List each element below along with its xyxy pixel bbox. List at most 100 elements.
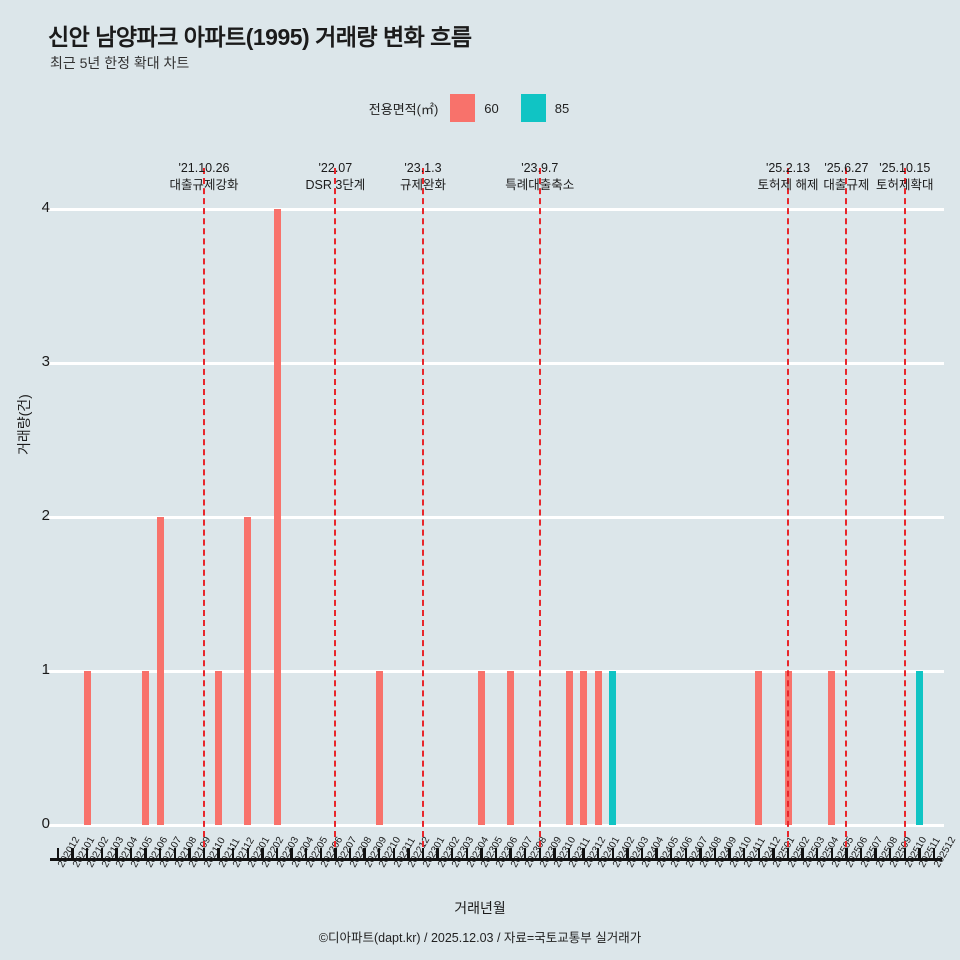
bar[interactable] — [477, 671, 485, 825]
x-tick — [859, 848, 863, 860]
x-tick — [611, 848, 615, 860]
gridline-y-3 — [48, 361, 944, 365]
bar[interactable] — [156, 517, 164, 825]
y-tick-label-2: 2 — [41, 507, 50, 524]
event-text: 대출규제강화 — [169, 178, 239, 192]
x-tick — [407, 848, 410, 860]
bar[interactable] — [609, 671, 617, 825]
legend-swatch-85 — [520, 94, 546, 122]
x-tick — [231, 848, 235, 860]
x-tick — [553, 848, 556, 860]
event-annotation: '23.1.3 규제완화 — [353, 160, 493, 194]
x-tick — [801, 848, 804, 860]
x-tick — [173, 848, 177, 860]
bar[interactable] — [594, 671, 602, 825]
bar[interactable] — [375, 671, 383, 825]
event-date: '23.9.7 — [521, 161, 559, 175]
x-tick — [815, 848, 819, 860]
bar[interactable] — [215, 671, 223, 825]
event-date: '25.6.27 — [824, 161, 869, 175]
bar[interactable] — [244, 517, 252, 825]
x-tick — [363, 848, 366, 860]
x-tick — [319, 848, 323, 860]
event-text: 토허제확대 — [876, 178, 934, 192]
event-date: '21.10.26 — [178, 161, 230, 175]
event-date: '23.1.3 — [404, 161, 442, 175]
legend-item-60[interactable]: 60 — [450, 94, 520, 122]
x-tick — [699, 848, 702, 860]
x-tick — [786, 848, 790, 860]
x-tick — [538, 848, 542, 860]
footer-credit: ©디아파트(dapt.kr) / 2025.12.03 / 자료=국토교통부 실… — [318, 931, 642, 945]
x-tick — [436, 848, 439, 860]
legend-label-85: 85 — [554, 100, 570, 116]
x-tick — [158, 848, 162, 860]
x-tick — [669, 848, 673, 860]
y-tick-label-0: 0 — [41, 815, 50, 832]
bar[interactable] — [142, 671, 150, 825]
x-tick — [509, 848, 512, 860]
bar[interactable] — [828, 671, 836, 825]
gridline-y-1 — [48, 669, 944, 673]
x-tick — [830, 848, 834, 860]
event-date: '22.07 — [318, 161, 353, 175]
y-tick-label-4: 4 — [41, 199, 50, 216]
x-tick — [421, 848, 425, 860]
event-text: 대출규제 — [823, 178, 870, 192]
x-tick — [450, 848, 454, 860]
x-tick — [261, 848, 264, 860]
x-tick — [494, 848, 498, 860]
y-tick-label-1: 1 — [41, 661, 50, 678]
x-tick — [377, 848, 381, 860]
event-annotation: '25.6.27 대출규제 — [776, 160, 916, 194]
gridline-y-0 — [48, 823, 944, 827]
y-tick-label-3: 3 — [41, 353, 50, 370]
bar[interactable] — [507, 671, 515, 825]
event-text: 특례대출축소 — [505, 178, 575, 192]
bar[interactable] — [83, 671, 91, 825]
bar[interactable] — [580, 671, 588, 825]
event-line-202510 — [903, 168, 906, 847]
bar[interactable] — [565, 671, 573, 825]
x-tick — [56, 848, 60, 860]
x-tick — [144, 848, 147, 860]
event-date: '25.2.13 — [765, 161, 811, 175]
legend-label-60: 60 — [484, 100, 499, 116]
gridline-y-2 — [48, 515, 944, 519]
legend-title: 전용면적(㎡) — [368, 101, 439, 117]
event-line-202309 — [538, 168, 541, 847]
x-tick — [202, 848, 206, 860]
x-tick — [115, 848, 118, 860]
x-tick — [903, 848, 907, 860]
event-date: '25.10.15 — [879, 161, 931, 175]
x-tick — [348, 848, 352, 860]
x-tick — [480, 848, 483, 860]
x-tick — [713, 848, 717, 860]
event-line-202502 — [787, 168, 789, 847]
x-tick — [742, 848, 746, 860]
x-tick — [888, 848, 892, 860]
event-text: DSR 3단계 — [305, 178, 366, 192]
bar[interactable] — [915, 671, 923, 825]
x-tick — [188, 848, 191, 860]
x-tick — [728, 848, 731, 860]
event-annotation: '25.10.15 토허제확대 — [835, 160, 960, 194]
x-tick — [304, 848, 308, 860]
bar[interactable] — [273, 209, 281, 825]
x-tick — [757, 848, 761, 860]
x-tick — [874, 848, 877, 860]
x-tick — [655, 848, 658, 860]
x-tick — [71, 848, 74, 860]
bar[interactable] — [755, 671, 763, 825]
gridline-y-4 — [48, 207, 944, 211]
event-line-202301 — [422, 168, 424, 847]
x-tick — [129, 848, 133, 860]
plot-area: 0 1 2 3 4 — [42, 199, 944, 832]
x-tick — [290, 848, 293, 860]
event-text: 토허제 해제 — [757, 178, 819, 192]
x-tick — [684, 848, 688, 860]
event-annotation: '25.2.13 토허제 해제 — [718, 160, 858, 194]
x-tick — [392, 848, 396, 860]
x-axis-label: 거래년월 — [454, 900, 506, 916]
legend-item-85[interactable]: 85 — [520, 94, 591, 122]
